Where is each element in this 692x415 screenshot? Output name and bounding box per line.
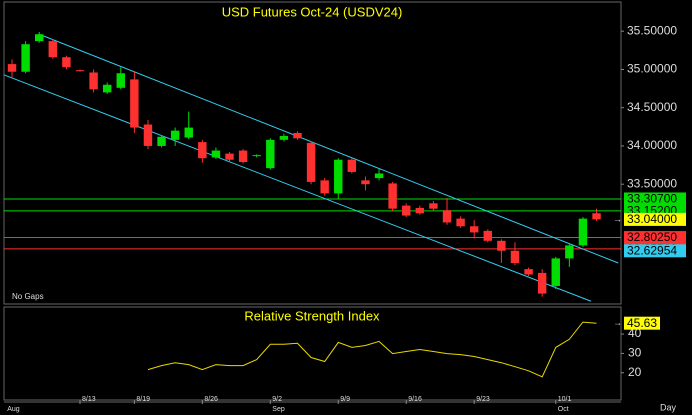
candle-body (483, 230, 492, 241)
candle-body (7, 64, 17, 72)
candle-body (374, 173, 384, 179)
x-tick-label: 10/1 (558, 396, 572, 403)
last-price-label: 33.04000 (627, 212, 677, 226)
y-tick-label: 35.00000 (627, 62, 677, 76)
value-label-box (624, 192, 686, 206)
candle-body (415, 207, 425, 214)
period-label: Day (660, 402, 677, 412)
month-label: Sep (272, 406, 285, 413)
candle-body (198, 142, 207, 159)
main-panel (3, 1, 622, 305)
candle-body (279, 136, 289, 140)
candle-body (361, 180, 370, 185)
candle-body (537, 272, 547, 294)
channel-value-box (624, 244, 686, 258)
note: No Gaps (12, 292, 44, 301)
candle-body (442, 210, 452, 223)
candle-body (592, 213, 601, 220)
x-tick-label: 8/13 (82, 396, 96, 403)
channel-line (3, 74, 592, 302)
candle-body (34, 34, 44, 42)
candle-body (62, 57, 71, 68)
y-tick-label: 20 (628, 365, 642, 379)
candle-body (102, 84, 112, 93)
candle-body (21, 44, 30, 72)
last-value-label: 45.63 (627, 316, 657, 330)
value-label-box (624, 231, 686, 245)
channel-value-label: 32.62954 (627, 243, 677, 257)
y-tick-label: 33.50000 (627, 176, 677, 190)
x-tick-label: 9/23 (476, 396, 490, 403)
candle-body (524, 269, 533, 275)
x-tick-label: 9/16 (408, 396, 422, 403)
candle-body (48, 41, 58, 58)
channel-line (39, 33, 619, 264)
candle-body (469, 226, 479, 233)
value-label: 32.80250 (627, 230, 677, 244)
candle-body (130, 79, 139, 128)
candle-body (184, 127, 193, 138)
candle-body (429, 203, 438, 209)
y-tick-label: 30 (628, 346, 642, 360)
candle-body (388, 183, 397, 209)
candle-body (225, 153, 234, 160)
candle-body (510, 250, 520, 263)
y-tick-label: 40 (628, 326, 642, 340)
last-value-box (624, 316, 660, 330)
candle-body (75, 70, 85, 72)
candle-body (497, 240, 506, 251)
x-tick-label: 8/26 (204, 396, 218, 403)
candle-body (320, 180, 329, 194)
y-tick-label: 34.00000 (627, 138, 677, 152)
candle-body (456, 218, 465, 227)
x-tick-label: 9/2 (272, 396, 282, 403)
candle-body (293, 132, 302, 139)
candle-body (402, 205, 411, 216)
candle-body (266, 139, 275, 169)
month-label: Aug (7, 406, 20, 413)
candle-body (211, 150, 221, 158)
candle-body (578, 218, 588, 246)
rsi-title: Relative Strength Index (244, 308, 380, 323)
y-tick-label: 34.50000 (627, 100, 677, 114)
candle-body (334, 159, 343, 194)
month-label: Oct (558, 406, 569, 413)
last-price-box (624, 212, 686, 226)
candle-body (347, 159, 357, 172)
candle-body (89, 72, 98, 90)
candle-body (252, 155, 261, 157)
x-tick-label: 9/9 (340, 396, 350, 403)
chart-title: USD Futures Oct-24 (USDV24) (222, 4, 403, 19)
candle-body (238, 150, 248, 163)
last-arrow: → (613, 318, 622, 328)
candle-body (565, 245, 574, 259)
candle-body (157, 136, 166, 146)
y-tick-label: 35.50000 (627, 23, 677, 37)
candle-body (306, 142, 316, 182)
candle-body (143, 124, 153, 146)
candle-body (116, 73, 125, 88)
candle-body (170, 130, 180, 140)
rsi-line (147, 321, 597, 378)
candle-body (551, 258, 560, 286)
last-arrow: → (613, 214, 622, 224)
x-tick-label: 8/19 (136, 396, 150, 403)
value-label: 33.30700 (627, 192, 677, 206)
